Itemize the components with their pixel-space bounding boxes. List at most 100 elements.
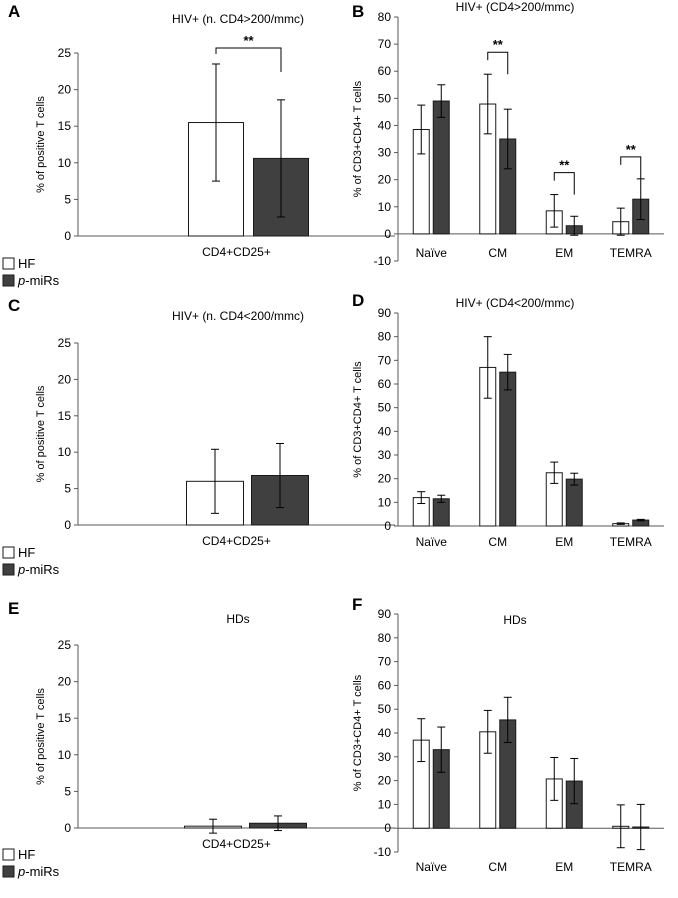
panel-b-significance-label: ** — [626, 142, 637, 157]
panel-f-y-tick-label: -10 — [374, 845, 392, 859]
panel-a-y-label: % of positive T cells — [35, 96, 47, 193]
panel-f-y-tick-label: 40 — [378, 726, 392, 740]
panel-c-category-label: CD4+CD25+ — [202, 534, 271, 548]
panel-d-y-label: % of CD3+CD4+ T cells — [352, 361, 364, 478]
panel-d-bar-pmirs — [499, 371, 517, 527]
legend-pmirs-label: p-miRs — [17, 562, 60, 577]
panel-b-y-tick-label: 40 — [378, 118, 392, 132]
panel-e: E HDs 0 5 10 15 20 25 % of positive T cells CD4+C… — [8, 599, 395, 851]
legend-pmirs-swatch — [2, 563, 15, 576]
panel-f-category-label: CM — [488, 860, 507, 874]
panel-f-title: HDs — [503, 613, 526, 627]
panel-f-y-tick-label: 80 — [378, 631, 392, 645]
panel-e-y-label: % of positive T cells — [35, 688, 47, 785]
panel-b-bar-pmirs — [432, 100, 450, 235]
panel-b-letter: B — [352, 2, 364, 21]
panel-b-y-tick-label: 0 — [384, 227, 391, 241]
panel-d-y-tick-label: 30 — [378, 448, 392, 462]
panel-e-y-tick-label: 5 — [64, 784, 71, 798]
panel-b-y-tick-label: 80 — [378, 10, 392, 24]
panel-a-y-tick-label: 25 — [58, 46, 72, 60]
panel-f-y-tick-label: 50 — [378, 702, 392, 716]
panel-d-category-label: CM — [488, 535, 507, 549]
panel-d-y-tick-label: 20 — [378, 472, 392, 486]
panel-d-title: HIV+ (CD4<200/mmc) — [456, 296, 575, 310]
panel-a-category-label: CD4+CD25+ — [202, 245, 271, 259]
panel-f-letter: F — [352, 595, 362, 614]
panel-d-y-tick-label: 60 — [378, 377, 392, 391]
panel-d-bar-pmirs — [432, 498, 450, 527]
panel-a-significance-bracket — [215, 47, 282, 72]
panel-a-letter: A — [8, 2, 20, 21]
panel-b-significance-label: ** — [493, 37, 504, 52]
panel-e-y-tick-label: 25 — [58, 638, 72, 652]
panel-a: A HIV+ (n. CD4>200/mmc) 0 5 10 15 20 25 % of pos… — [8, 2, 395, 259]
panel-b-y-tick-label: 50 — [378, 91, 392, 105]
panel-c: C HIV+ (n. CD4<200/mmc) 0 5 10 15 20 25 % of pos… — [8, 296, 395, 548]
panel-d-category-label: EM — [555, 535, 573, 549]
panel-b-y-tick-label: 70 — [378, 37, 392, 51]
panel-d-y-tick-label: 90 — [378, 306, 392, 320]
panel-d-bar-pmirs — [565, 478, 583, 527]
panel-d-y-tick-label: 80 — [378, 330, 392, 344]
panel-f-category-label: Naïve — [416, 860, 448, 874]
panel-b: B HIV+ (CD4>200/mmc) -10 0 10 20 30 40 50 60 70 80%… — [352, 0, 664, 268]
panel-a-y-tick-label: 15 — [58, 119, 72, 133]
panel-d-y-tick-label: 40 — [378, 424, 392, 438]
panel-f-y-tick-label: 90 — [378, 607, 392, 621]
panel-d-category-label: TEMRA — [610, 535, 652, 549]
panel-b-significance-label: ** — [559, 158, 570, 173]
panel-e-y-tick-label: 0 — [64, 821, 71, 835]
panel-e-y-tick-label: 10 — [58, 748, 72, 762]
panel-e-title: HDs — [226, 612, 249, 626]
panel-b-category-label: TEMRA — [610, 246, 652, 260]
legend-c: HF p-miRs — [2, 545, 60, 577]
panel-c-letter: C — [8, 296, 20, 315]
panel-b-significance-bracket — [620, 156, 642, 179]
panel-c-title: HIV+ (n. CD4<200/mmc) — [172, 309, 304, 323]
panel-b-significance-bracket — [553, 172, 575, 195]
legend-pmirs-label: p-miRs — [17, 273, 60, 288]
panel-f-category-label: EM — [555, 860, 573, 874]
legend-hf-swatch — [2, 257, 15, 270]
panel-c-y-tick-label: 15 — [58, 409, 72, 423]
panel-c-y-label: % of positive T cells — [35, 385, 47, 482]
panel-f: F HDs -10 0 10 20 30 40 50 60 70 80 90 % of CD3+CD4+ … — [352, 595, 664, 874]
panel-c-y-tick-label: 10 — [58, 445, 72, 459]
panel-d-category-label: Naïve — [416, 535, 448, 549]
legend-pmirs-swatch — [2, 865, 15, 878]
panel-d-y-tick-label: 0 — [384, 519, 391, 533]
panel-e-y-tick-label: 15 — [58, 711, 72, 725]
panel-f-y-tick-label: 20 — [378, 774, 392, 788]
panel-d-y-tick-label: 70 — [378, 353, 392, 367]
panel-b-category-label: Naïve — [416, 246, 448, 260]
legend-hf-swatch — [2, 546, 15, 559]
panel-b-title: HIV+ (CD4>200/mmc) — [456, 0, 575, 14]
panel-b-y-tick-label: -10 — [374, 254, 392, 268]
panel-f-y-label: % of CD3+CD4+ T cells — [352, 674, 364, 791]
panel-b-y-label: % of CD3+CD4+ T cells — [352, 80, 364, 197]
legend-hf-label: HF — [18, 545, 35, 560]
panel-b-category-label: CM — [488, 246, 507, 260]
panel-a-significance-label: ** — [243, 33, 254, 48]
panel-c-y-tick-label: 25 — [58, 336, 72, 350]
panel-f-y-tick-label: 0 — [384, 821, 391, 835]
legend-hf-swatch — [2, 848, 15, 861]
panel-d-y-tick-label: 50 — [378, 401, 392, 415]
panel-c-y-tick-label: 20 — [58, 372, 72, 386]
panel-d-letter: D — [352, 291, 364, 310]
legend-hf-label: HF — [18, 256, 35, 271]
legend-pmirs-label: p-miRs — [17, 864, 60, 879]
panel-f-y-tick-label: 30 — [378, 750, 392, 764]
legend-a: HF p-miRs — [2, 256, 60, 288]
panel-b-category-label: EM — [555, 246, 573, 260]
legend-hf-label: HF — [18, 847, 35, 862]
panel-f-category-label: TEMRA — [610, 860, 652, 874]
panel-b-y-tick-label: 20 — [378, 173, 392, 187]
panel-e-y-tick-label: 20 — [58, 675, 72, 689]
legend-pmirs-swatch — [2, 274, 15, 287]
panel-a-y-tick-label: 20 — [58, 83, 72, 97]
panel-a-title: HIV+ (n. CD4>200/mmc) — [172, 12, 304, 26]
panel-b-significance-bracket — [487, 51, 509, 75]
